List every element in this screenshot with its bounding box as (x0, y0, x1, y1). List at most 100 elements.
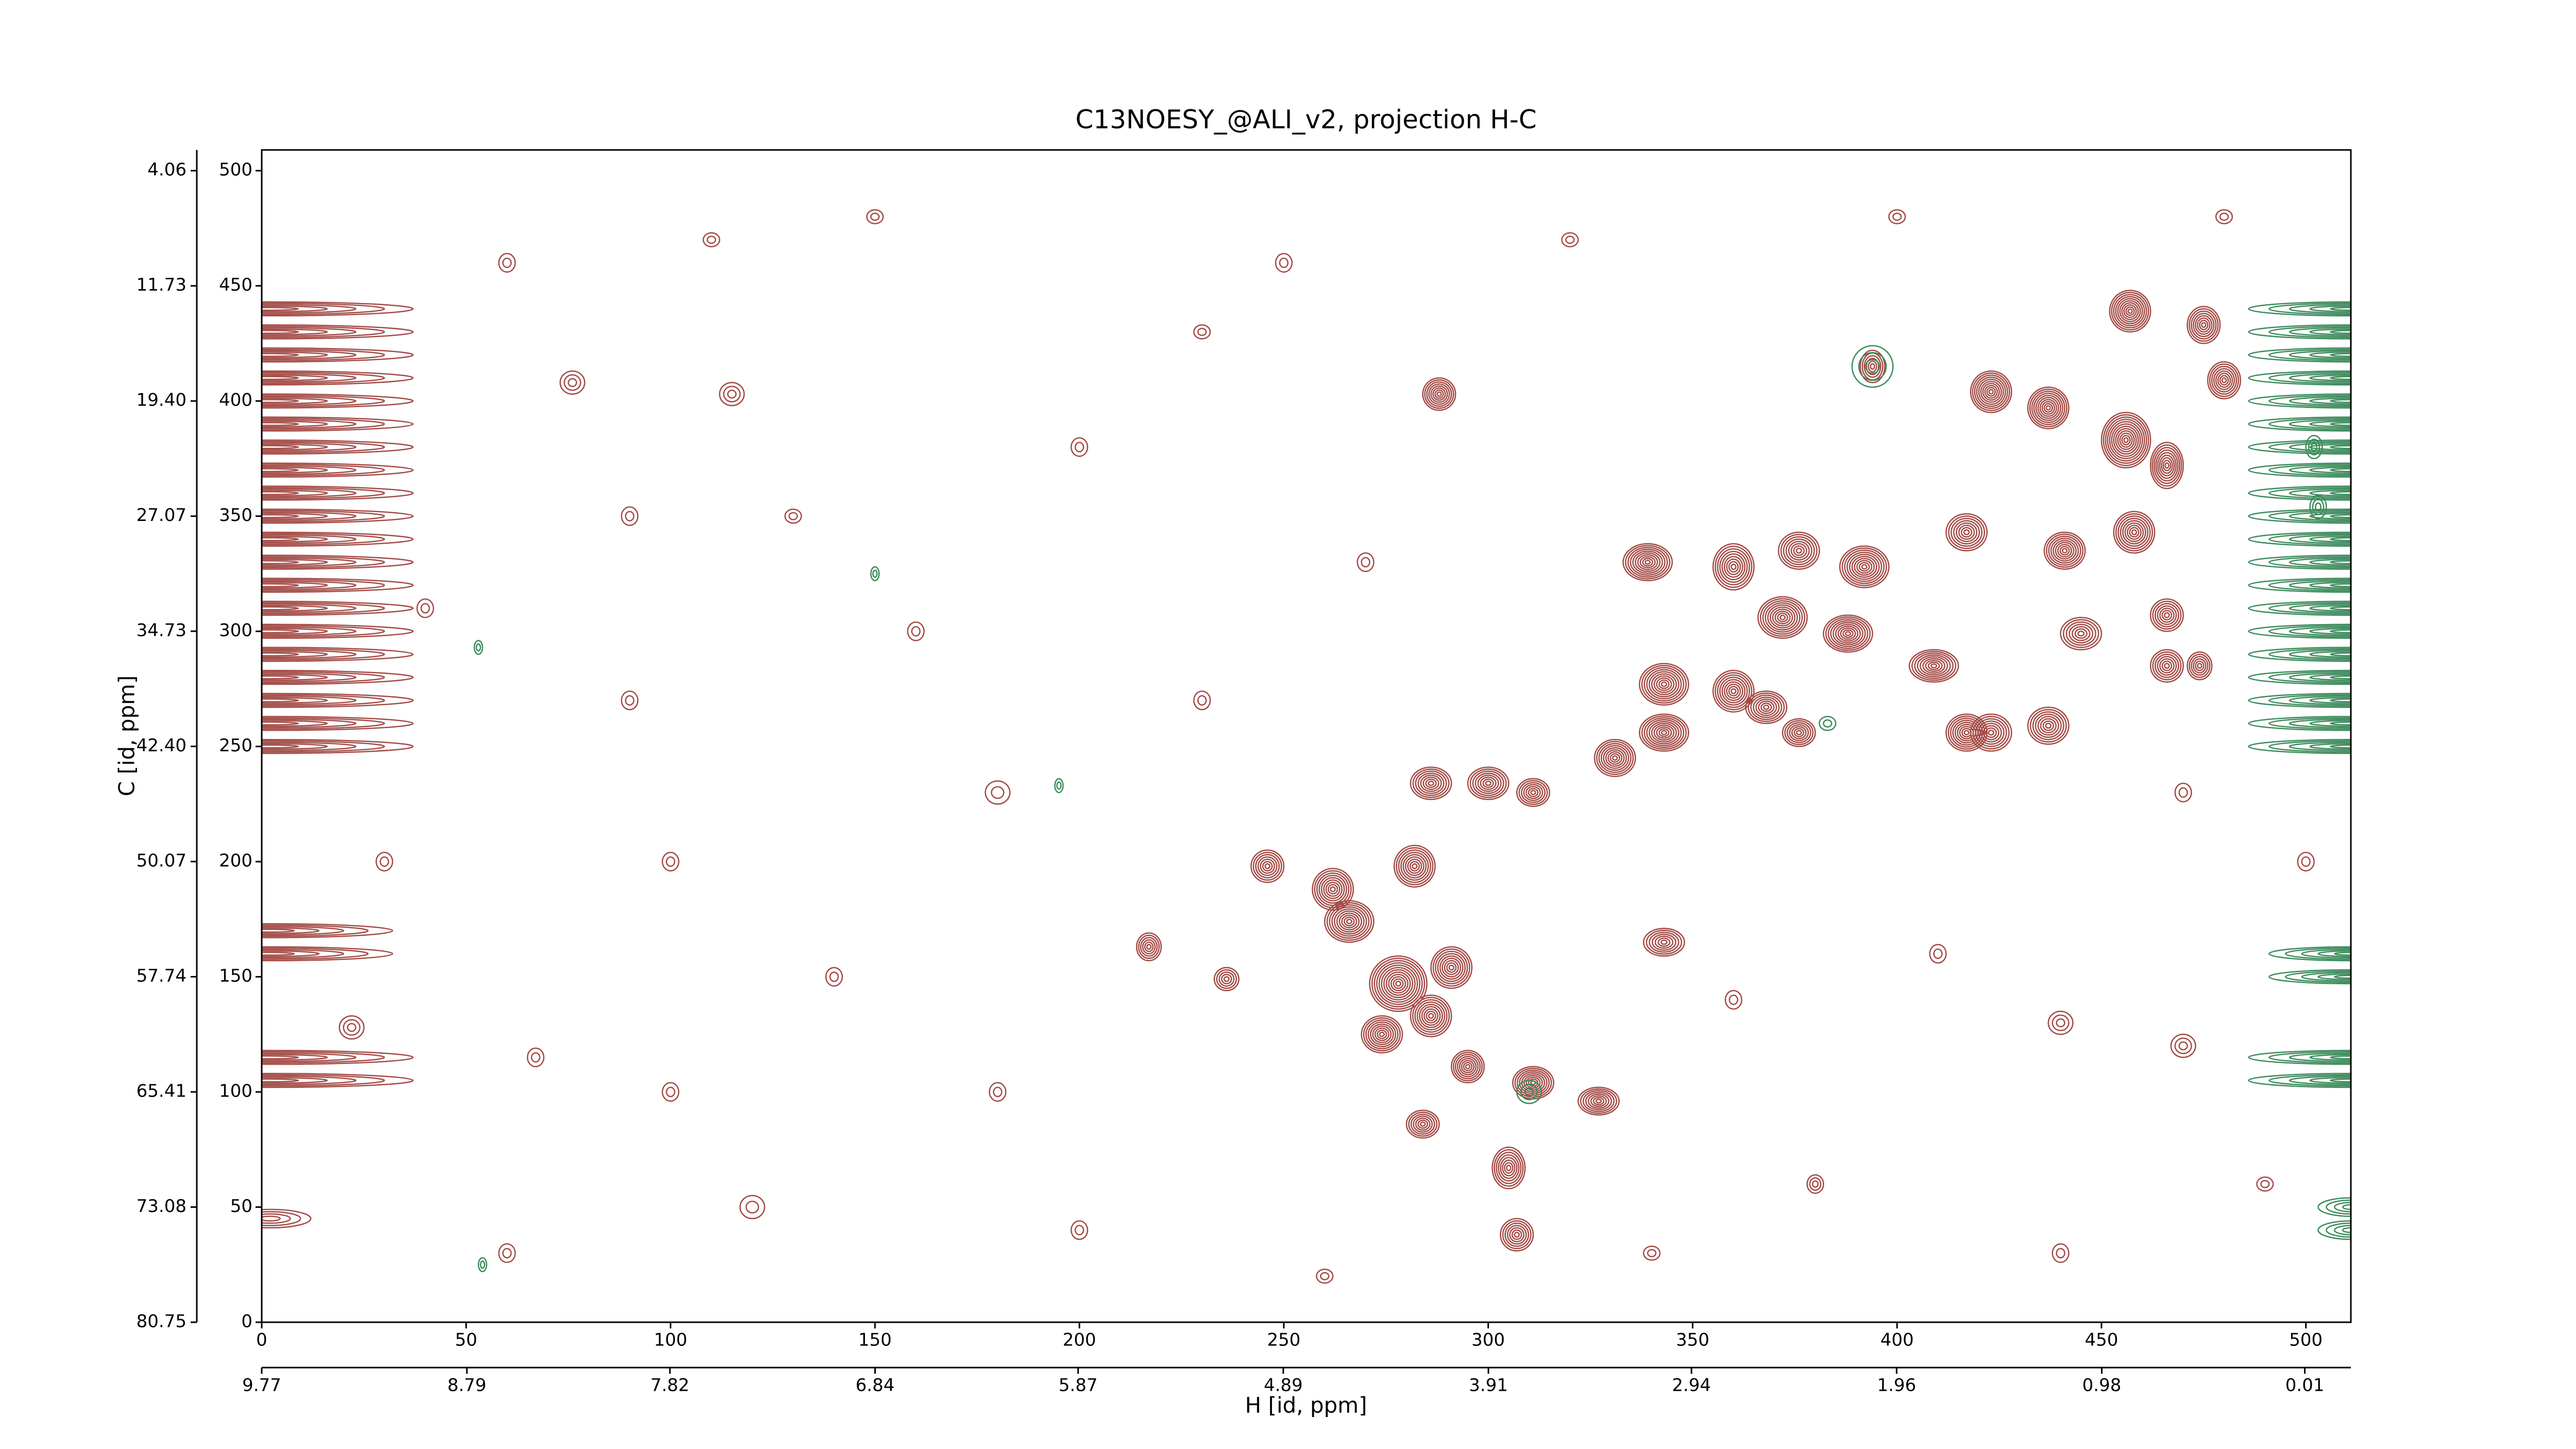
peak (1945, 513, 1988, 551)
contour-level (1523, 784, 1544, 801)
contour-level (1361, 557, 1370, 568)
contour-level (262, 509, 414, 524)
contour-level (1856, 560, 1873, 574)
contour-level (2187, 306, 2221, 344)
contour-level (1731, 688, 1737, 695)
contour-level (262, 606, 299, 611)
contour-level (2189, 653, 2211, 678)
contour-level (1750, 694, 1783, 720)
contour-level (2221, 377, 2227, 383)
y2-tick-label: 27.07 (137, 505, 187, 526)
contour-level (1603, 747, 1627, 769)
contour-level (2309, 628, 2351, 635)
contour-level (625, 511, 635, 521)
y2-tick-label: 19.40 (137, 390, 187, 411)
contour-level (1323, 879, 1343, 899)
contour-level (2289, 350, 2351, 360)
contour-level (480, 1260, 485, 1269)
contour-level (2309, 651, 2351, 658)
y2-tick-label: 57.74 (137, 966, 187, 986)
contour-level (1341, 914, 1358, 929)
contour-level (262, 743, 328, 750)
contour-level (262, 352, 299, 357)
contour-level (1630, 548, 1666, 576)
contour-level (262, 399, 299, 403)
contour-level (1450, 1050, 1485, 1084)
contour-level (262, 328, 328, 335)
contour-level (2152, 600, 2182, 630)
peak (527, 1047, 545, 1068)
contour-level (2122, 520, 2146, 545)
y-tick-label: 450 (219, 275, 252, 295)
contour-level (2309, 420, 2351, 428)
contour-level (262, 393, 414, 409)
contour-level (1275, 252, 1293, 273)
contour-level (262, 949, 344, 959)
contour-level (1645, 560, 1651, 565)
contour-level (1774, 611, 1791, 625)
contour-level (262, 535, 328, 543)
contour-level (1477, 774, 1499, 793)
contour-level (262, 511, 357, 521)
contour-level (2074, 628, 2088, 639)
contour-level (1985, 727, 1997, 738)
contour-level (1417, 1119, 1428, 1129)
peak (2043, 531, 2086, 570)
contour-level (262, 647, 414, 662)
contour-level (1070, 1220, 1089, 1240)
contour-level (1726, 683, 1741, 699)
contour-level (1978, 378, 2004, 405)
peak (1430, 946, 1473, 989)
contour-level (2115, 296, 2145, 327)
y2-tick-label: 4.06 (147, 160, 187, 180)
contour-level (2123, 304, 2137, 318)
contour-level (1469, 768, 1507, 798)
contour-level (1748, 693, 1785, 722)
peak (739, 1194, 766, 1220)
contour-level (262, 417, 385, 430)
contour-level (2105, 416, 2147, 464)
x2-tick-label: 3.91 (1469, 1375, 1508, 1396)
contour-level (262, 445, 299, 449)
contour-level (1649, 671, 1680, 698)
peak (1405, 1109, 1440, 1139)
contour-level (1594, 738, 1636, 777)
contour-level (1520, 782, 1546, 803)
contour-level (2117, 298, 2143, 325)
x-axis-label: H [id, ppm] (1245, 1393, 1367, 1418)
contour-level (1415, 770, 1447, 796)
contour-level (1328, 884, 1338, 895)
contour-level (1728, 561, 1739, 573)
contour-level (911, 626, 921, 637)
contour-level (1255, 854, 1280, 879)
y-tick-label: 400 (219, 390, 252, 411)
contour-level (2100, 412, 2151, 469)
contour-level (1193, 690, 1211, 711)
contour-level (1402, 854, 1427, 879)
peak (662, 1082, 680, 1102)
contour-level (1590, 1095, 1607, 1107)
contour-level (1930, 663, 1938, 668)
peak (1193, 690, 1211, 711)
contour-level (1839, 545, 1890, 588)
contour-level (2161, 610, 2173, 621)
contour-level (1851, 555, 1877, 578)
contour-level (1374, 1027, 1389, 1041)
peak (262, 1208, 312, 1228)
contour-level (666, 1086, 675, 1098)
contour-level (2157, 605, 2177, 625)
x2-tick-label: 6.84 (856, 1375, 895, 1396)
contour-level (666, 856, 675, 867)
peak (262, 416, 414, 432)
contour-level (1426, 381, 1452, 407)
x-tick-label: 450 (2084, 1330, 2118, 1351)
contour-level (1324, 900, 1375, 943)
contour-level (1642, 1245, 1661, 1261)
contour-level (1888, 209, 1906, 225)
contour-level (2305, 434, 2323, 460)
contour-level (262, 951, 295, 956)
contour-level (563, 374, 582, 391)
contour-level (262, 350, 357, 360)
contour-level (262, 697, 328, 704)
contour-level (872, 569, 878, 578)
